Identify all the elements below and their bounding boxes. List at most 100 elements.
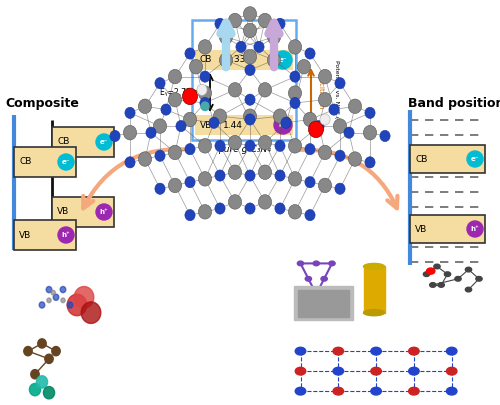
Circle shape [438,283,444,287]
Circle shape [44,386,54,399]
Circle shape [329,261,335,266]
Circle shape [244,49,256,64]
Circle shape [305,143,315,155]
Circle shape [61,298,65,303]
Circle shape [245,170,255,181]
Circle shape [220,53,232,67]
Text: Potential vs. NHE (V): Potential vs. NHE (V) [334,60,338,125]
Circle shape [295,387,306,395]
Circle shape [408,387,419,395]
Circle shape [365,107,375,119]
Circle shape [329,104,339,115]
Circle shape [274,51,292,69]
Circle shape [321,277,328,281]
Circle shape [161,104,171,115]
Circle shape [185,209,195,221]
Circle shape [31,370,39,379]
Bar [364,266,384,313]
Text: excitation: excitation [318,75,324,110]
Circle shape [408,347,419,355]
Circle shape [185,48,195,59]
Bar [195,50,293,70]
Circle shape [466,287,471,292]
Circle shape [305,48,315,59]
Circle shape [295,367,306,375]
Circle shape [236,41,246,53]
Circle shape [228,83,241,97]
Circle shape [274,116,292,134]
Circle shape [335,150,345,161]
Circle shape [53,294,59,301]
Circle shape [200,71,210,82]
Circle shape [228,195,241,209]
Circle shape [168,92,181,107]
Circle shape [426,268,435,274]
Bar [14,147,76,177]
Circle shape [198,172,211,186]
Circle shape [424,272,430,277]
Circle shape [430,283,436,287]
Text: h⁺: h⁺ [100,209,108,215]
Text: -1.33: -1.33 [223,55,246,64]
Circle shape [215,140,225,151]
Circle shape [446,387,457,395]
Circle shape [81,302,101,324]
Circle shape [288,172,302,186]
Circle shape [24,347,32,356]
Bar [14,220,76,250]
Text: h⁺: h⁺ [62,232,70,238]
Circle shape [155,150,165,161]
Text: e⁻: e⁻ [100,139,108,145]
Circle shape [38,339,46,348]
Circle shape [254,41,264,53]
Circle shape [67,302,73,308]
Circle shape [258,135,272,150]
Circle shape [46,286,52,293]
Circle shape [348,99,362,113]
Circle shape [228,135,241,150]
Circle shape [268,53,280,67]
Circle shape [305,209,315,221]
Circle shape [245,64,255,76]
Circle shape [245,114,255,125]
Circle shape [209,117,219,128]
Circle shape [333,347,344,355]
Circle shape [58,227,74,243]
Circle shape [60,286,66,293]
Circle shape [274,109,286,124]
Circle shape [214,109,226,124]
Circle shape [333,367,344,375]
Circle shape [371,347,382,355]
Circle shape [313,261,320,266]
Circle shape [155,78,165,89]
Circle shape [168,69,181,84]
Text: VB: VB [415,224,427,234]
Circle shape [455,277,461,281]
Circle shape [290,97,300,109]
Bar [294,286,353,320]
Circle shape [245,94,255,105]
Circle shape [39,302,45,308]
Circle shape [258,195,272,209]
Circle shape [466,267,471,272]
Circle shape [198,40,211,54]
Circle shape [36,376,48,388]
Circle shape [298,261,304,266]
Circle shape [176,120,186,132]
Circle shape [190,60,202,74]
Circle shape [380,130,390,142]
Text: h⁺: h⁺ [470,226,480,232]
Circle shape [215,18,225,30]
Circle shape [198,86,211,100]
Circle shape [275,203,285,214]
Circle shape [52,347,60,356]
Bar [52,127,114,157]
Circle shape [45,354,53,363]
Bar [52,197,114,227]
Circle shape [467,151,483,167]
Circle shape [168,178,181,193]
Circle shape [364,126,376,140]
Circle shape [476,277,482,281]
Circle shape [30,384,40,396]
Circle shape [47,298,51,303]
